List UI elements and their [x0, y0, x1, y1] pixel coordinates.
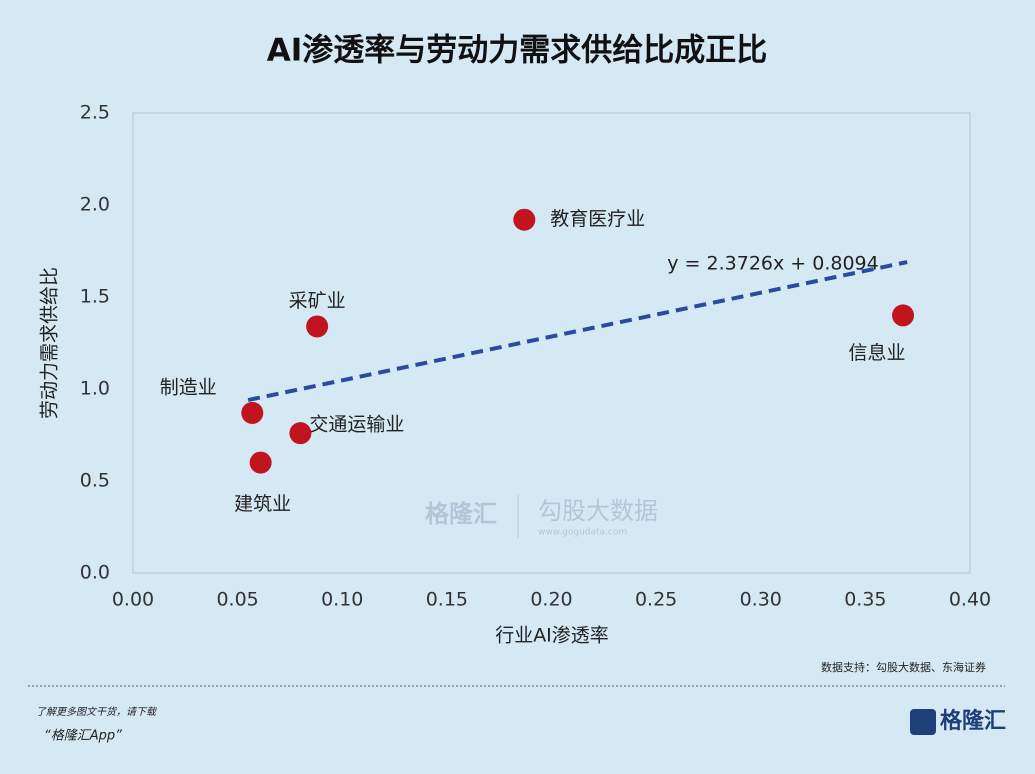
logo-icon [910, 709, 936, 735]
y-tick-label: 1.5 [80, 286, 110, 308]
x-tick-label: 0.00 [112, 589, 154, 611]
point-label: 信息业 [849, 342, 906, 364]
x-tick-label: 0.35 [844, 589, 886, 611]
scatter-point [289, 422, 312, 445]
trendline-equation: y = 2.3726x + 0.8094 [667, 253, 878, 275]
watermark-logo: 格隆汇 [425, 500, 497, 528]
source-note: 数据支持：勾股大数据、东海证券 [821, 660, 986, 674]
x-tick-label: 0.40 [949, 589, 991, 611]
scatter-point [513, 208, 536, 231]
x-tick-label: 0.20 [530, 589, 572, 611]
point-label: 采矿业 [289, 290, 346, 312]
point-label: 制造业 [160, 376, 217, 398]
scatter-point [249, 451, 272, 474]
x-tick-label: 0.30 [740, 589, 782, 611]
point-label: 建筑业 [234, 493, 291, 515]
scatter-point [892, 304, 915, 327]
chart-title: AI渗透率与劳动力需求供给比成正比 [267, 33, 768, 69]
point-label: 教育医疗业 [550, 208, 645, 230]
x-tick-label: 0.10 [321, 589, 363, 611]
watermark: 格隆汇 勾股大数据 www.gogudata.com [425, 495, 658, 538]
y-tick-label: 2.5 [80, 102, 110, 124]
y-tick-label: 0.0 [80, 562, 110, 584]
footer-app: “格隆汇App” [44, 729, 122, 744]
x-tick-label: 0.25 [635, 589, 677, 611]
x-tick-label: 0.15 [426, 589, 468, 611]
y-tick-label: 1.0 [80, 378, 110, 400]
x-tick-label: 0.05 [216, 589, 258, 611]
y-tick-label: 0.5 [80, 470, 110, 492]
logo-text: 格隆汇 [940, 708, 1006, 734]
footer-promo: 了解更多图文干货，请下载 [36, 706, 158, 718]
scatter-point [241, 401, 264, 424]
trendline [247, 260, 908, 402]
point-label: 交通运输业 [309, 414, 404, 436]
watermark-brand: 勾股大数据 [538, 497, 658, 525]
y-axis-title: 劳动力需求供给比 [39, 267, 61, 419]
y-tick-label: 2.0 [80, 194, 110, 216]
plot-frame [132, 112, 971, 574]
scatter-point [306, 315, 329, 338]
watermark-url: www.gogudata.com [538, 528, 627, 538]
x-axis-title: 行业AI渗透率 [495, 625, 609, 647]
